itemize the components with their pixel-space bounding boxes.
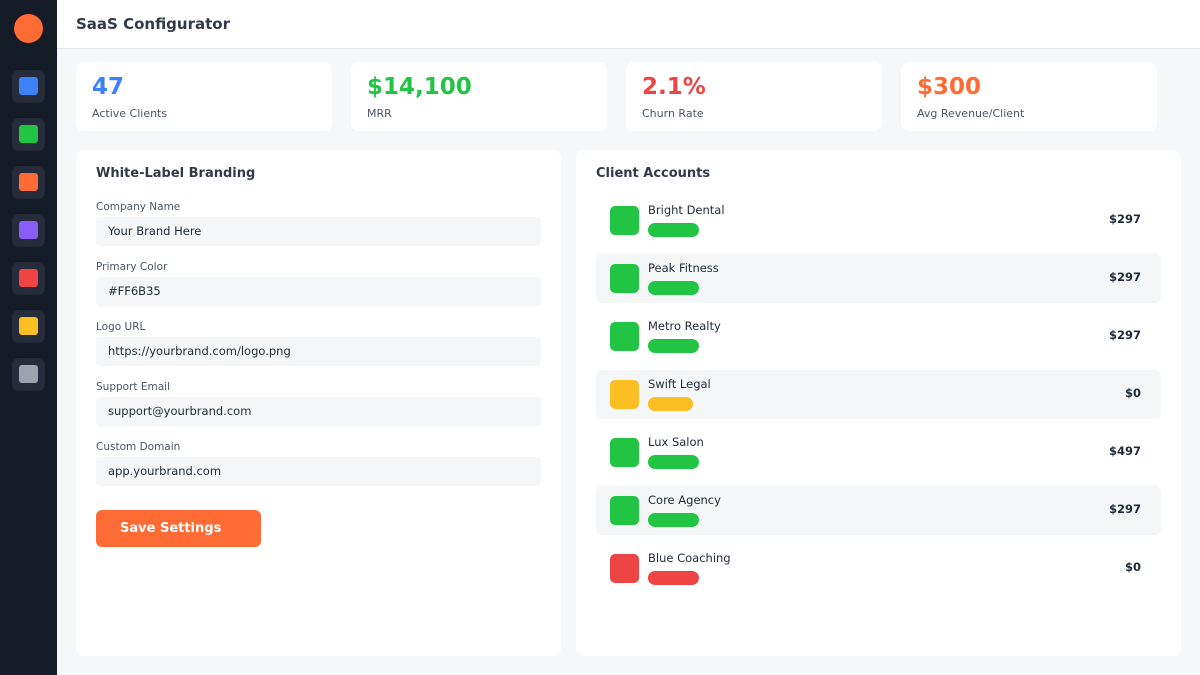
status-pill — [648, 571, 699, 585]
header: SaaS Configurator — [57, 0, 1200, 49]
sidebar-item-purple[interactable] — [12, 214, 45, 247]
client-row[interactable]: Peak Fitness $297 — [596, 254, 1161, 303]
client-accounts-title: Client Accounts — [596, 166, 711, 181]
client-name: Core Agency — [648, 493, 721, 507]
stat-value: $300 — [917, 74, 982, 100]
client-name: Metro Realty — [648, 319, 721, 333]
client-amount: $0 — [1124, 560, 1141, 574]
status-pill — [648, 397, 693, 411]
stat-label: MRR — [367, 107, 392, 120]
client-name: Lux Salon — [648, 435, 704, 449]
client-amount: $297 — [1108, 502, 1141, 516]
sidebar-item-green[interactable] — [12, 118, 45, 151]
client-name: Peak Fitness — [648, 261, 719, 275]
blue-square-icon — [19, 77, 38, 95]
client-avatar — [610, 322, 639, 351]
sidebar-item-blue[interactable] — [12, 70, 45, 103]
client-row[interactable]: Blue Coaching $0 — [596, 544, 1161, 593]
orange-square-icon — [19, 173, 38, 191]
client-amount: $297 — [1108, 328, 1141, 342]
yellow-square-icon — [19, 317, 38, 335]
client-avatar — [610, 380, 639, 409]
purple-square-icon — [19, 221, 38, 239]
client-row[interactable]: Lux Salon $497 — [596, 428, 1161, 477]
status-pill — [648, 281, 699, 295]
client-avatar — [610, 496, 639, 525]
sidebar — [0, 0, 57, 675]
stat-card-avg-revenue: $300 Avg Revenue/Client — [901, 62, 1157, 131]
client-accounts-panel: Client Accounts Bright Dental $297 Peak … — [576, 150, 1181, 656]
sidebar-item-orange[interactable] — [12, 166, 45, 199]
client-row[interactable]: Core Agency $297 — [596, 486, 1161, 535]
stat-value: $14,100 — [367, 74, 472, 100]
client-amount: $297 — [1108, 212, 1141, 226]
stat-label: Churn Rate — [642, 107, 704, 120]
client-avatar — [610, 554, 639, 583]
stat-card-active-clients: 47 Active Clients — [76, 62, 332, 131]
client-avatar — [610, 438, 639, 467]
client-row[interactable]: Swift Legal $0 — [596, 370, 1161, 419]
app-logo — [14, 14, 43, 43]
client-avatar — [610, 264, 639, 293]
branding-panel: White-Label Branding Company Name Your B… — [76, 150, 561, 656]
primary-color-label: Primary Color — [96, 261, 168, 273]
primary-color-input[interactable]: #FF6B35 — [96, 277, 541, 306]
logo-url-label: Logo URL — [96, 321, 146, 333]
branding-panel-title: White-Label Branding — [96, 166, 256, 181]
green-square-icon — [19, 125, 38, 143]
sidebar-item-gray[interactable] — [12, 358, 45, 391]
client-row[interactable]: Bright Dental $297 — [596, 196, 1161, 245]
client-amount: $0 — [1124, 386, 1141, 400]
support-email-input[interactable]: support@yourbrand.com — [96, 397, 541, 426]
status-pill — [648, 513, 699, 527]
company-name-label: Company Name — [96, 201, 181, 213]
custom-domain-input[interactable]: app.yourbrand.com — [96, 457, 541, 486]
support-email-label: Support Email — [96, 381, 170, 393]
logo-url-input[interactable]: https://yourbrand.com/logo.png — [96, 337, 541, 366]
client-avatar — [610, 206, 639, 235]
sidebar-item-red[interactable] — [12, 262, 45, 295]
sidebar-item-yellow[interactable] — [12, 310, 45, 343]
client-name: Blue Coaching — [648, 551, 731, 565]
client-amount: $497 — [1108, 444, 1141, 458]
stat-card-mrr: $14,100 MRR — [351, 62, 607, 131]
stat-label: Active Clients — [92, 107, 168, 120]
client-name: Swift Legal — [648, 377, 711, 391]
custom-domain-label: Custom Domain — [96, 441, 181, 453]
client-name: Bright Dental — [648, 203, 725, 217]
gray-square-icon — [19, 365, 38, 383]
company-name-input[interactable]: Your Brand Here — [96, 217, 541, 246]
red-square-icon — [19, 269, 38, 287]
status-pill — [648, 223, 699, 237]
stat-value: 2.1% — [642, 74, 706, 100]
stat-value: 47 — [92, 74, 125, 100]
stat-label: Avg Revenue/Client — [917, 107, 1025, 120]
save-settings-button[interactable]: Save Settings — [96, 510, 261, 547]
client-amount: $297 — [1108, 270, 1141, 284]
status-pill — [648, 455, 699, 469]
app-title: SaaS Configurator — [76, 15, 230, 33]
status-pill — [648, 339, 699, 353]
stat-card-churn-rate: 2.1% Churn Rate — [626, 62, 882, 131]
client-row[interactable]: Metro Realty $297 — [596, 312, 1161, 361]
